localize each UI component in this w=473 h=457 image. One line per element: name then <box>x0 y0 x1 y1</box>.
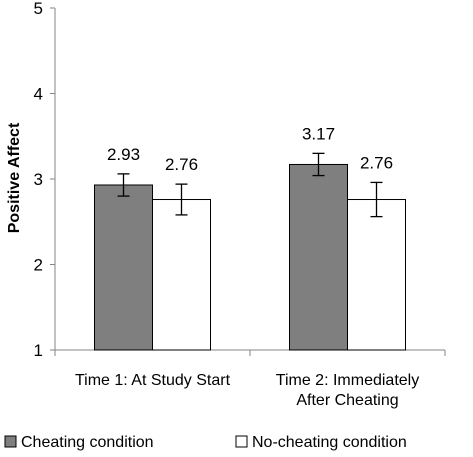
y-tick-label: 2 <box>34 256 43 275</box>
error-bars <box>117 152 383 218</box>
y-axis-label: Positive Affect <box>6 122 23 233</box>
legend-label: No-cheating condition <box>252 434 407 451</box>
bar <box>289 163 348 351</box>
y-tick-label: 5 <box>34 0 43 18</box>
y-tick-label: 3 <box>34 170 43 189</box>
legend-label: Cheating condition <box>21 434 154 451</box>
legend-swatch <box>235 435 248 448</box>
legend: Cheating condition No-cheating condition <box>4 434 407 451</box>
legend-swatch <box>4 435 17 448</box>
bar <box>347 199 406 351</box>
data-label: 2.93 <box>107 145 140 164</box>
data-labels: 2.93 2.76 3.17 2.76 <box>107 124 393 174</box>
category-label: Time 2: Immediately <box>276 372 419 389</box>
category-label: Time 1: At Study Start <box>75 372 231 389</box>
y-tick-label: 4 <box>34 85 43 104</box>
category-label: After Cheating <box>296 392 398 409</box>
data-label: 2.76 <box>165 155 198 174</box>
bars <box>94 163 406 351</box>
bar <box>152 199 211 351</box>
y-tick-labels: 1 2 3 4 5 <box>34 0 43 360</box>
category-labels: Time 1: At Study Start Time 2: Immediatel… <box>75 372 419 409</box>
y-tick-label: 1 <box>34 341 43 360</box>
data-label: 2.76 <box>360 153 393 172</box>
data-label: 3.17 <box>302 124 335 143</box>
bar <box>94 184 153 351</box>
